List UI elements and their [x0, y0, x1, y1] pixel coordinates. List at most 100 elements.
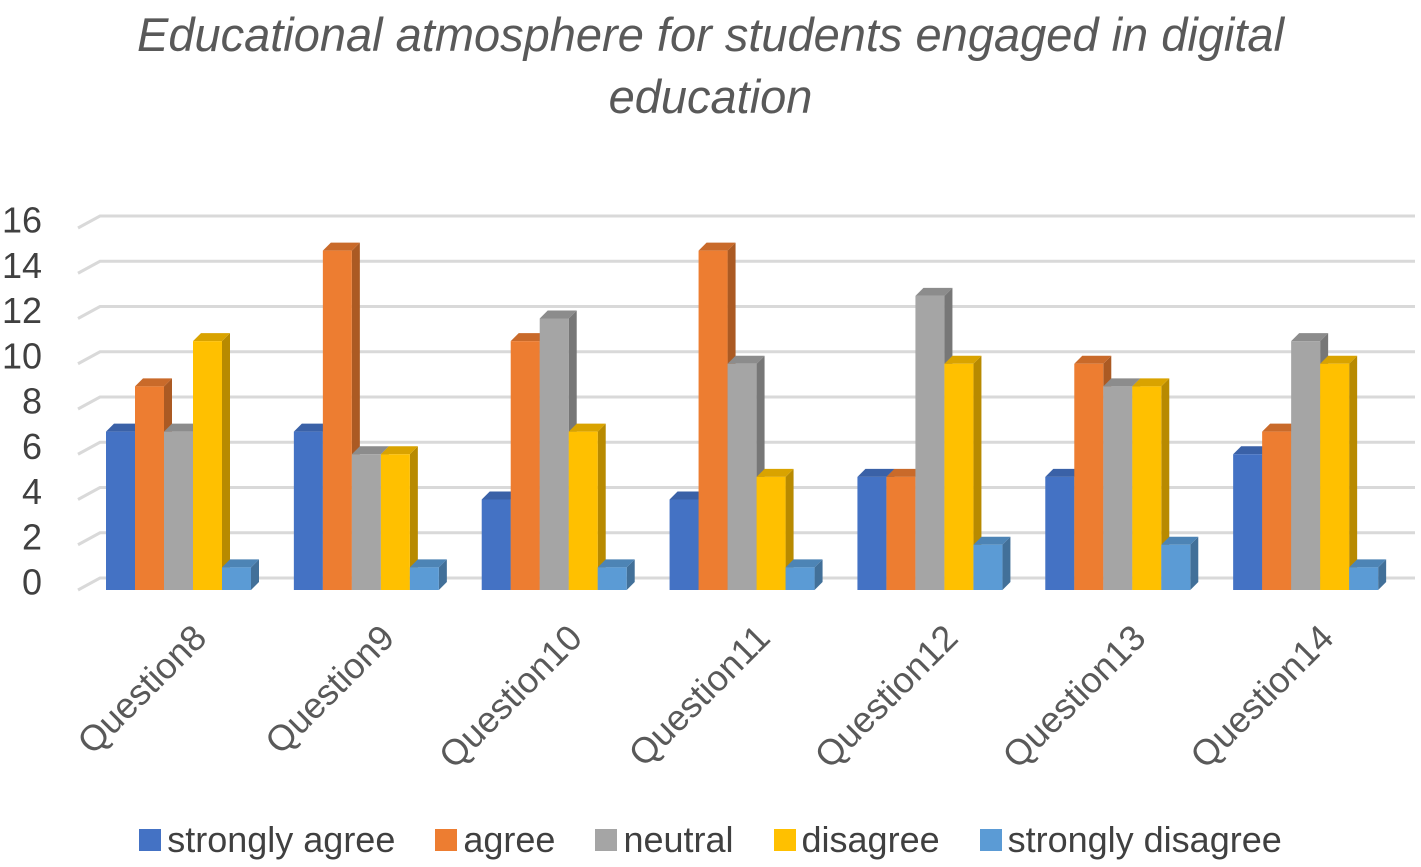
- y-tick-label: 0: [22, 562, 42, 603]
- bar-agree-question13: [1074, 363, 1104, 590]
- bar-side: [222, 333, 230, 590]
- legend-item: strongly agree: [139, 819, 395, 861]
- bar-agree-question10: [510, 341, 540, 590]
- bar-top: [973, 536, 1011, 545]
- chart-title-line1: Educational atmosphere for students enga…: [136, 8, 1285, 61]
- y-tick-label: 16: [2, 200, 42, 241]
- chart-legend: strongly agree agree neutral disagree strong…: [0, 818, 1421, 862]
- bar-top: [886, 468, 924, 477]
- bar-agree-question11: [698, 250, 728, 590]
- bar-side: [1161, 378, 1170, 590]
- bar-strongly-agree-question11: [669, 499, 699, 590]
- bar-side: [409, 446, 418, 590]
- bar-strongly-agree-question10: [481, 499, 511, 590]
- bar-strongly-agree-question9: [293, 431, 323, 590]
- bar-top: [1132, 378, 1170, 387]
- x-tick-label: Question14: [1182, 617, 1341, 776]
- y-tick-label: 14: [2, 245, 42, 286]
- bar-top: [1349, 559, 1387, 568]
- legend-swatch: [595, 829, 618, 851]
- bar-disagree-question8: [193, 341, 222, 590]
- bar-top: [727, 355, 765, 364]
- bar-strongly-disagree-question12: [973, 544, 1003, 590]
- legend-item: neutral: [595, 819, 734, 861]
- legend-item: disagree: [773, 819, 940, 861]
- legend-swatch: [435, 829, 458, 851]
- legend-label: neutral: [623, 819, 734, 860]
- bar-top: [322, 242, 360, 251]
- bar-top: [1103, 378, 1141, 387]
- bar-strongly-disagree-question10: [597, 567, 627, 590]
- y-tick-label: 12: [2, 290, 42, 331]
- bar-top: [293, 423, 331, 432]
- bar-top: [698, 242, 736, 251]
- legend-label: strongly agree: [167, 819, 396, 860]
- bar-strongly-disagree-question9: [409, 567, 439, 590]
- bar-side: [597, 423, 606, 590]
- gridline: [77, 259, 1415, 275]
- bar-top: [1161, 536, 1199, 545]
- bar-side: [438, 559, 447, 590]
- bar-neutral-question10: [539, 318, 569, 590]
- legend-item: agree: [435, 819, 555, 861]
- bar-side: [251, 559, 259, 590]
- legend-swatch: [139, 829, 162, 851]
- bar-strongly-agree-question12: [857, 476, 887, 590]
- bar-top: [351, 446, 389, 455]
- bar-top: [915, 287, 953, 296]
- bar-disagree-question12: [944, 363, 974, 590]
- bar-top: [597, 559, 635, 568]
- bar-side: [973, 355, 982, 590]
- bar-top: [409, 559, 447, 568]
- bar-strongly-disagree-question8: [222, 567, 251, 590]
- bar-top: [481, 491, 519, 500]
- bar-side: [1349, 355, 1358, 590]
- bar-disagree-question10: [568, 431, 598, 590]
- legend-swatch: [979, 829, 1002, 851]
- x-tick-label: Question9: [257, 617, 402, 762]
- bar-neutral-question14: [1291, 341, 1321, 590]
- gridline: [77, 350, 1415, 366]
- bar-side: [1190, 536, 1199, 590]
- bar-neutral-question9: [351, 454, 381, 590]
- bar-disagree-question11: [756, 476, 786, 590]
- bar-top: [510, 333, 548, 342]
- y-tick-label: 2: [22, 516, 42, 557]
- legend-label: disagree: [801, 819, 940, 860]
- bar-top: [568, 423, 606, 432]
- bar-strongly-agree-question14: [1233, 454, 1263, 590]
- bar-disagree-question9: [380, 454, 410, 590]
- bar-top: [756, 468, 794, 477]
- bar-top: [785, 559, 823, 568]
- bar-agree-question14: [1262, 431, 1292, 590]
- bar-top: [944, 355, 982, 364]
- x-tick-label: Question8: [69, 617, 214, 762]
- bar-top: [1233, 446, 1271, 455]
- bar-top: [1291, 333, 1329, 342]
- bar-strongly-agree-question13: [1045, 476, 1075, 590]
- gridline: [77, 214, 1415, 230]
- y-tick-label: 10: [2, 335, 42, 376]
- bar-strongly-disagree-question14: [1349, 567, 1379, 590]
- bar-neutral-question11: [727, 363, 757, 590]
- bar-agree-question9: [322, 250, 352, 590]
- bar-top: [193, 333, 230, 342]
- chart-title-line2: education: [608, 70, 813, 123]
- bar-top: [1320, 355, 1358, 364]
- bar-top: [135, 378, 172, 387]
- bar-top: [106, 423, 143, 432]
- bar-side: [785, 468, 794, 590]
- legend-swatch: [773, 829, 796, 851]
- bar-top: [1074, 355, 1112, 364]
- chart-title: Educational atmosphere for students enga…: [0, 4, 1421, 128]
- legend-label: strongly disagree: [1007, 819, 1282, 860]
- bar-top: [222, 559, 259, 568]
- bar-side: [1378, 559, 1387, 590]
- bar-top: [380, 446, 418, 455]
- bar-side: [626, 559, 635, 590]
- bar-strongly-disagree-question11: [785, 567, 815, 590]
- bar-top: [1045, 468, 1083, 477]
- bar-side: [814, 559, 823, 590]
- x-tick-label: Question10: [431, 617, 590, 776]
